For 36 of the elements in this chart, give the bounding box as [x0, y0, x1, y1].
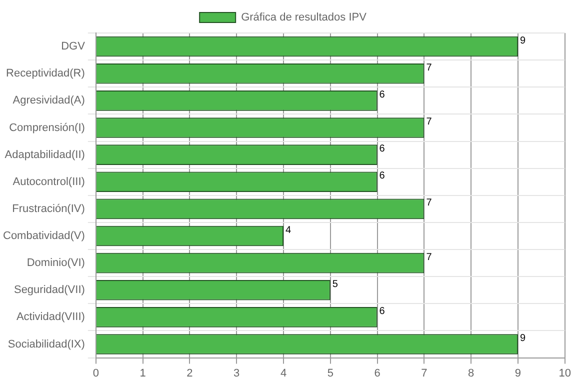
y-tick-label: Receptividad(R): [6, 68, 85, 80]
data-label: 7: [426, 252, 432, 263]
data-label: 6: [379, 170, 386, 182]
data-label: 6: [379, 144, 386, 155]
data-label: 5: [332, 278, 338, 290]
data-label: 9: [520, 35, 526, 46]
y-tick-label: Agresividad(A): [12, 94, 85, 107]
x-tick-label: 10: [558, 367, 572, 380]
y-tick-label: Actividad(VIII): [16, 311, 85, 324]
x-tick-label: 1: [140, 367, 146, 380]
y-tick-label: Comprensión(I): [9, 122, 85, 134]
data-label: 7: [426, 116, 432, 128]
data-label: 6: [379, 306, 386, 317]
y-tick-label: Seguridad(VII): [14, 284, 85, 296]
y-tick-label: Combatividad(V): [3, 230, 85, 242]
y-tick-label: Frustración(IV): [12, 202, 85, 215]
data-label: 9: [520, 333, 526, 344]
y-tick-label: Autocontrol(III): [12, 176, 85, 188]
data-label: 4: [286, 224, 292, 236]
legend-label: Gráfica de resultados IPV: [241, 12, 368, 24]
x-tick-label: 6: [374, 367, 380, 380]
y-tick-label: Adaptabilidad(II): [4, 148, 85, 161]
x-tick-label: 7: [421, 367, 428, 380]
x-tick-label: 8: [468, 367, 474, 380]
x-tick-label: 0: [92, 367, 99, 380]
x-tick-label: 3: [234, 367, 240, 380]
data-label: 7: [426, 62, 432, 74]
data-label: 7: [426, 198, 432, 209]
x-tick-label: 2: [186, 367, 193, 380]
x-tick-label: 9: [514, 367, 522, 380]
data-label: 6: [379, 89, 386, 100]
x-tick-label: 4: [280, 367, 287, 380]
y-tick-label: Dominio(VI): [26, 257, 85, 270]
y-tick-label: Sociabilidad(IX): [8, 338, 85, 350]
y-tick-label: DGV: [61, 40, 86, 53]
x-tick-label: 5: [327, 367, 334, 380]
